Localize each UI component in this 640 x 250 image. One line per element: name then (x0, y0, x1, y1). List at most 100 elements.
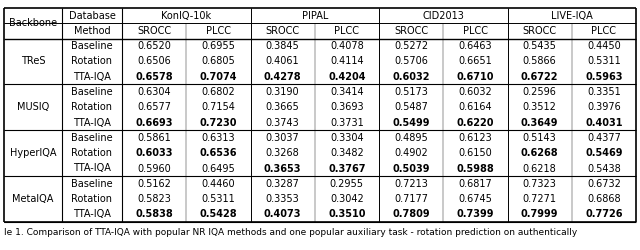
Text: 0.5143: 0.5143 (523, 133, 557, 143)
Text: 0.6868: 0.6868 (587, 194, 621, 204)
Text: 0.5823: 0.5823 (137, 194, 171, 204)
Text: TTA-IQA: TTA-IQA (73, 164, 111, 173)
Text: 0.3042: 0.3042 (330, 194, 364, 204)
Text: PLCC: PLCC (591, 26, 616, 36)
Text: 0.3767: 0.3767 (328, 164, 365, 173)
Text: 0.6802: 0.6802 (202, 87, 236, 97)
Text: 0.7999: 0.7999 (521, 209, 558, 219)
Text: 0.7271: 0.7271 (523, 194, 557, 204)
Text: 0.4078: 0.4078 (330, 41, 364, 51)
Text: TTA-IQA: TTA-IQA (73, 118, 111, 128)
Text: 0.7074: 0.7074 (200, 72, 237, 82)
Text: Database: Database (68, 11, 115, 21)
Text: 0.6536: 0.6536 (200, 148, 237, 158)
Text: 0.5988: 0.5988 (456, 164, 494, 173)
Text: 0.7809: 0.7809 (392, 209, 430, 219)
Text: 0.6123: 0.6123 (458, 133, 492, 143)
Text: 0.6955: 0.6955 (202, 41, 236, 51)
Text: 0.3976: 0.3976 (587, 102, 621, 112)
Text: 0.7399: 0.7399 (456, 209, 494, 219)
Text: TReS: TReS (20, 56, 45, 66)
Text: 0.7177: 0.7177 (394, 194, 428, 204)
Text: 0.3351: 0.3351 (587, 87, 621, 97)
Text: 0.4114: 0.4114 (330, 56, 364, 66)
Text: 0.4031: 0.4031 (585, 118, 623, 128)
Text: 0.6817: 0.6817 (458, 179, 492, 189)
Text: PLCC: PLCC (463, 26, 488, 36)
Text: 0.6033: 0.6033 (136, 148, 173, 158)
Text: 0.6578: 0.6578 (135, 72, 173, 82)
Text: KonIQ-10k: KonIQ-10k (161, 11, 211, 21)
Text: 0.3743: 0.3743 (266, 118, 300, 128)
Text: 0.6693: 0.6693 (136, 118, 173, 128)
Text: 0.6304: 0.6304 (138, 87, 171, 97)
Text: PLCC: PLCC (206, 26, 231, 36)
Text: 0.6506: 0.6506 (137, 56, 171, 66)
Text: 0.7323: 0.7323 (523, 179, 557, 189)
Text: 0.5706: 0.5706 (394, 56, 428, 66)
Text: 0.2596: 0.2596 (523, 87, 557, 97)
Text: 0.5173: 0.5173 (394, 87, 428, 97)
Text: 0.4204: 0.4204 (328, 72, 365, 82)
Text: 0.3414: 0.3414 (330, 87, 364, 97)
Text: 0.3482: 0.3482 (330, 148, 364, 158)
Text: 0.4895: 0.4895 (394, 133, 428, 143)
Text: 0.5435: 0.5435 (523, 41, 557, 51)
Text: 0.5487: 0.5487 (394, 102, 428, 112)
Text: 0.6651: 0.6651 (458, 56, 492, 66)
Text: PIPAL: PIPAL (301, 11, 328, 21)
Text: 0.6032: 0.6032 (458, 87, 492, 97)
Text: 0.6732: 0.6732 (587, 179, 621, 189)
Text: TTA-IQA: TTA-IQA (73, 72, 111, 82)
Text: le 1. Comparison of TTA-IQA with popular NR IQA methods and one popular auxiliar: le 1. Comparison of TTA-IQA with popular… (4, 228, 577, 237)
Text: 0.3037: 0.3037 (266, 133, 300, 143)
Text: 0.5960: 0.5960 (137, 164, 171, 173)
Text: 0.5838: 0.5838 (135, 209, 173, 219)
Text: MUSIQ: MUSIQ (17, 102, 49, 112)
Text: Rotation: Rotation (72, 102, 113, 112)
Text: 0.5311: 0.5311 (587, 56, 621, 66)
Text: 0.7230: 0.7230 (200, 118, 237, 128)
Text: Baseline: Baseline (71, 87, 113, 97)
Text: 0.4377: 0.4377 (587, 133, 621, 143)
Text: SROCC: SROCC (137, 26, 171, 36)
Text: 0.7154: 0.7154 (202, 102, 236, 112)
Text: 0.6150: 0.6150 (458, 148, 492, 158)
Text: SROCC: SROCC (523, 26, 557, 36)
Text: 0.3287: 0.3287 (266, 179, 300, 189)
Text: 0.6268: 0.6268 (521, 148, 559, 158)
Text: 0.3731: 0.3731 (330, 118, 364, 128)
Text: 0.7726: 0.7726 (585, 209, 623, 219)
Text: Method: Method (74, 26, 110, 36)
Text: MetalQA: MetalQA (12, 194, 54, 204)
Text: 0.5866: 0.5866 (523, 56, 557, 66)
Text: TTA-IQA: TTA-IQA (73, 209, 111, 219)
Text: SROCC: SROCC (266, 26, 300, 36)
Text: 0.6745: 0.6745 (458, 194, 492, 204)
Text: 0.5861: 0.5861 (137, 133, 171, 143)
Text: 0.3304: 0.3304 (330, 133, 364, 143)
Text: 0.6577: 0.6577 (137, 102, 171, 112)
Text: CID2013: CID2013 (422, 11, 464, 21)
Text: HyperIQA: HyperIQA (10, 148, 56, 158)
Text: 0.5499: 0.5499 (392, 118, 430, 128)
Text: 0.6520: 0.6520 (137, 41, 171, 51)
Text: 0.3845: 0.3845 (266, 41, 300, 51)
Text: 0.3693: 0.3693 (330, 102, 364, 112)
Text: Baseline: Baseline (71, 133, 113, 143)
Text: 0.5438: 0.5438 (587, 164, 621, 173)
Text: 0.7213: 0.7213 (394, 179, 428, 189)
Text: Rotation: Rotation (72, 194, 113, 204)
Text: Baseline: Baseline (71, 41, 113, 51)
Text: 0.4902: 0.4902 (394, 148, 428, 158)
Text: 0.5469: 0.5469 (585, 148, 623, 158)
Text: 0.6710: 0.6710 (456, 72, 494, 82)
Text: 0.3510: 0.3510 (328, 209, 365, 219)
Text: PLCC: PLCC (334, 26, 360, 36)
Text: Rotation: Rotation (72, 56, 113, 66)
Text: 0.3512: 0.3512 (523, 102, 557, 112)
Text: 0.5428: 0.5428 (200, 209, 237, 219)
Text: 0.3665: 0.3665 (266, 102, 300, 112)
Text: 0.4061: 0.4061 (266, 56, 300, 66)
Text: 0.3653: 0.3653 (264, 164, 301, 173)
